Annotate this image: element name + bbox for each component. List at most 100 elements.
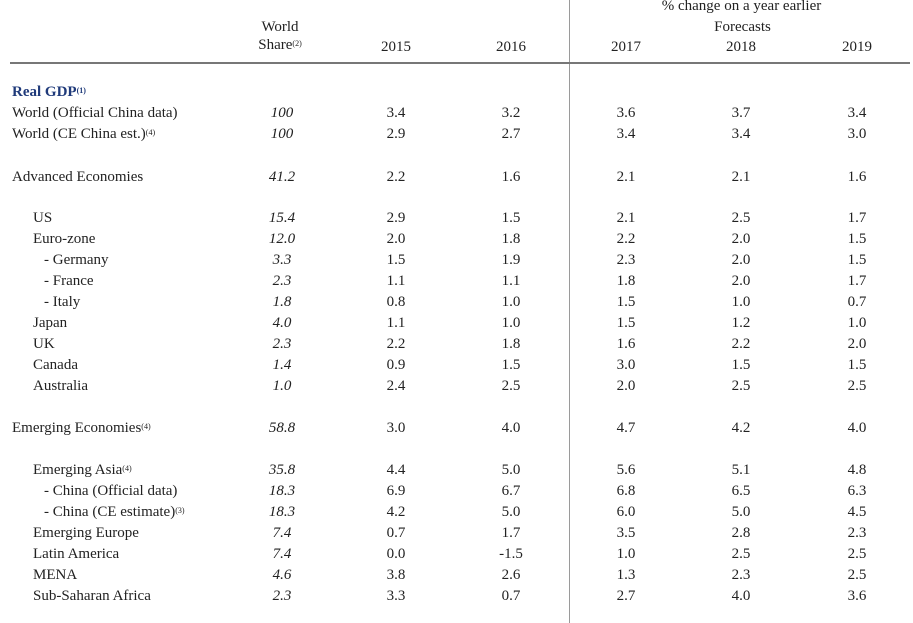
value-cell-2015: 4.4 [386,462,406,478]
row-label: US [33,210,53,226]
value-cell-2017: 2.3 [616,252,636,268]
value-cell-2016: 4.0 [501,420,521,436]
year-header-2015: 2015 [381,39,411,55]
value-cell-2015: 1.5 [386,252,406,268]
value-cell-2018: 5.0 [731,504,751,520]
value-cell-2017: 3.0 [616,357,636,373]
value-cell-2017: 1.5 [616,294,636,310]
value-cell-2018: 2.5 [731,546,751,562]
row-label: Canada [33,357,78,373]
value-cell-2017: 2.0 [616,378,636,394]
value-cell-2018: 2.0 [731,231,751,247]
value-cell-2018: 2.1 [731,169,751,185]
value-cell-2018: 3.7 [731,105,751,121]
value-cell-2015: 3.4 [386,105,406,121]
section-title: Real GDP(1) [12,84,86,100]
value-cell-2018: 1.0 [731,294,751,310]
value-cell-2018: 6.5 [731,483,751,499]
world-share-cell: 4.6 [272,567,292,583]
value-cell-2015: 2.0 [386,231,406,247]
value-cell-2018: 5.1 [731,462,751,478]
value-cell-2019: 1.0 [847,315,867,331]
value-cell-2016: 2.6 [501,567,521,583]
world-share-cell: 15.4 [268,210,296,226]
value-cell-2018: 2.5 [731,378,751,394]
value-cell-2019: 1.6 [847,169,867,185]
value-cell-2017: 2.1 [616,169,636,185]
world-share-header: World Share(2) [240,18,320,54]
world-share-cell: 41.2 [268,169,296,185]
value-cell-2019: 2.0 [847,336,867,352]
value-cell-2019: 2.3 [847,525,867,541]
year-header-2017: 2017 [611,39,641,55]
row-label: World (CE China est.)(4) [12,126,156,142]
value-cell-2017: 1.6 [616,336,636,352]
value-cell-2019: 3.0 [847,126,867,142]
value-cell-2019: 1.5 [847,252,867,268]
value-cell-2015: 6.9 [386,483,406,499]
value-cell-2016: 1.0 [501,294,521,310]
value-cell-2017: 2.1 [616,210,636,226]
row-label: Japan [33,315,68,331]
world-share-cell: 2.3 [272,273,292,289]
row-label: Emerging Economies(4) [12,420,151,436]
value-cell-2015: 4.2 [386,504,406,520]
row-label: UK [33,336,55,352]
value-cell-2019: 1.7 [847,210,867,226]
value-cell-2019: 4.0 [847,420,867,436]
pct-change-header: % change on a year earlier [661,0,822,14]
value-cell-2018: 2.2 [731,336,751,352]
value-cell-2015: 3.3 [386,588,406,604]
world-share-cell: 4.0 [272,315,292,331]
value-cell-2015: 0.9 [386,357,406,373]
header-rule [10,62,910,64]
value-cell-2019: 3.6 [847,588,867,604]
row-label: Australia [33,378,88,394]
world-share-cell: 18.3 [268,483,296,499]
value-cell-2019: 4.8 [847,462,867,478]
value-cell-2015: 2.2 [386,336,406,352]
world-share-cell: 7.4 [272,546,292,562]
value-cell-2018: 2.0 [731,273,751,289]
value-cell-2019: 2.5 [847,546,867,562]
value-cell-2018: 3.4 [731,126,751,142]
value-cell-2016: 5.0 [501,504,521,520]
value-cell-2015: 2.2 [386,169,406,185]
value-cell-2016: 6.7 [501,483,521,499]
row-label: Emerging Europe [33,525,139,541]
world-share-cell: 1.8 [272,294,292,310]
value-cell-2016: 3.2 [501,105,521,121]
value-cell-2016: 1.1 [501,273,521,289]
value-cell-2018: 2.5 [731,210,751,226]
world-share-cell: 3.3 [272,252,292,268]
world-share-cell: 100 [270,126,294,142]
world-share-cell: 35.8 [268,462,296,478]
value-cell-2016: 1.8 [501,231,521,247]
row-label: World (Official China data) [12,105,178,121]
row-label: Emerging Asia(4) [33,462,132,478]
value-cell-2015: 2.9 [386,126,406,142]
value-cell-2017: 1.0 [616,546,636,562]
value-cell-2015: 1.1 [386,315,406,331]
row-label: - China (CE estimate)(3) [44,504,185,520]
year-header-2019: 2019 [842,39,872,55]
value-cell-2019: 3.4 [847,105,867,121]
value-cell-2018: 4.0 [731,588,751,604]
value-cell-2015: 3.0 [386,420,406,436]
value-cell-2015: 0.8 [386,294,406,310]
value-cell-2017: 3.6 [616,105,636,121]
value-cell-2015: 3.8 [386,567,406,583]
value-cell-2017: 5.6 [616,462,636,478]
world-share-cell: 1.0 [272,378,292,394]
value-cell-2017: 1.5 [616,315,636,331]
value-cell-2019: 1.5 [847,357,867,373]
world-share-cell: 58.8 [268,420,296,436]
value-cell-2017: 3.4 [616,126,636,142]
value-cell-2018: 2.0 [731,252,751,268]
row-label: MENA [33,567,78,583]
value-cell-2017: 1.3 [616,567,636,583]
world-share-line1: World [261,19,299,35]
world-share-cell: 1.4 [272,357,292,373]
value-cell-2017: 4.7 [616,420,636,436]
value-cell-2016: 1.7 [501,525,521,541]
